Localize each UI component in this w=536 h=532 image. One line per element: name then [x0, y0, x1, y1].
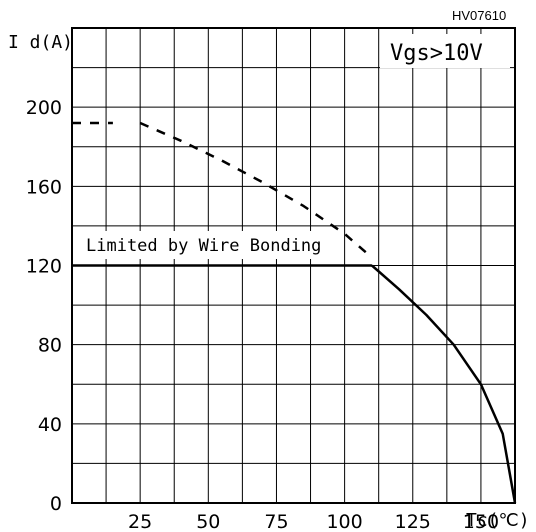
- y-tick-label: 200: [26, 97, 62, 119]
- annotation-bg: [80, 231, 318, 259]
- series-solid-line: [371, 264, 517, 504]
- y-tick-labels: 0 40 80 120 160 200: [26, 97, 62, 515]
- y-tick-label: 0: [50, 493, 62, 515]
- x-tick-labels: 25 50 75 100 125 150: [128, 511, 499, 532]
- x-axis-label: Tc(℃): [466, 510, 530, 531]
- x-tick-label: 150: [463, 511, 499, 532]
- x-tick-label: 100: [326, 511, 362, 532]
- y-tick-label: 120: [26, 256, 62, 278]
- x-tick-label: 50: [196, 511, 220, 532]
- y-tick-label: 40: [38, 414, 62, 436]
- figure-id: HV07610: [452, 8, 506, 23]
- x-tick-label: 75: [264, 511, 288, 532]
- condition-label: Vgs>10V: [390, 41, 483, 66]
- annotation-label: Limited by Wire Bonding: [86, 236, 321, 256]
- x-tick-label: 25: [128, 511, 152, 532]
- y-axis-label: I d(A): [8, 32, 73, 53]
- x-tick-label: 125: [395, 511, 431, 532]
- series-group: [72, 121, 517, 504]
- condition-box-bg: [380, 34, 510, 68]
- y-tick-label: 80: [38, 335, 62, 357]
- y-tick-label: 160: [26, 176, 62, 198]
- series-dashed-line: [139, 121, 373, 259]
